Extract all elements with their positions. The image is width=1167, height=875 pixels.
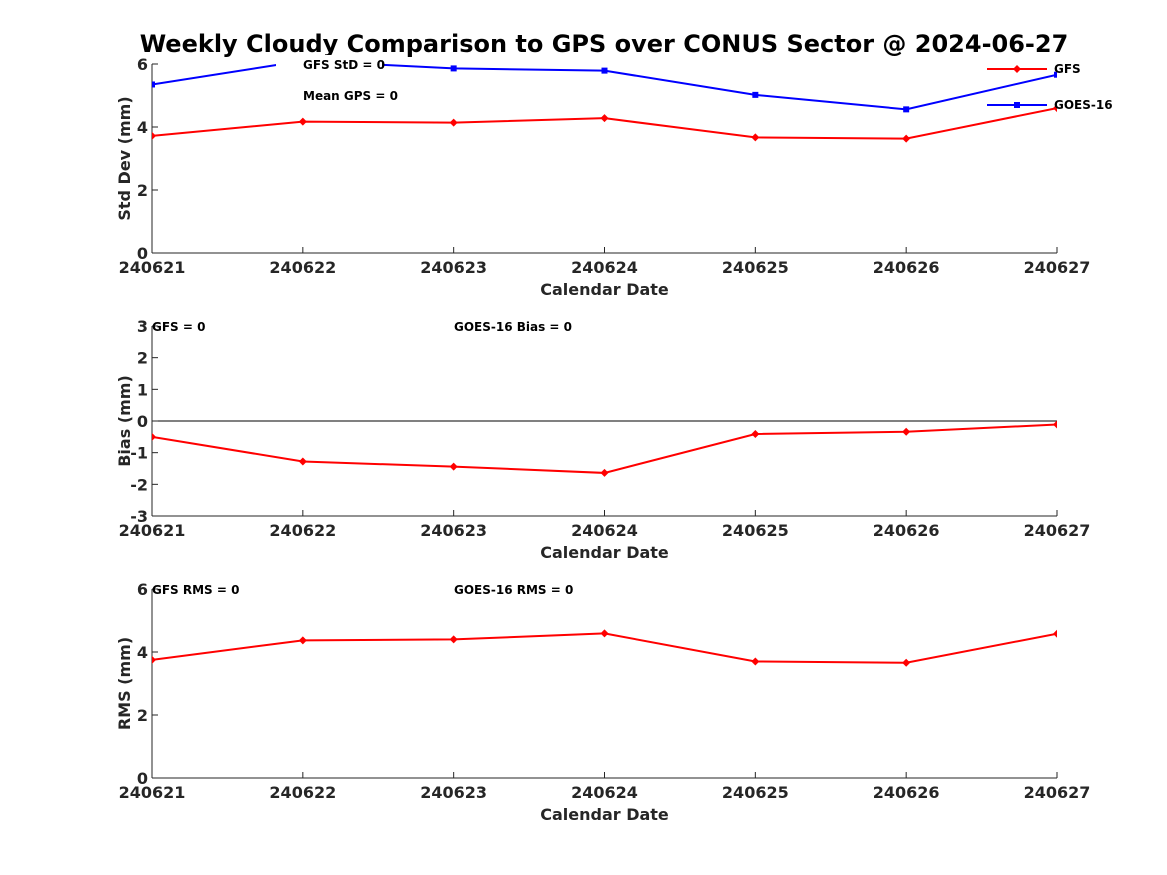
rms-ytick-label: 0 — [137, 769, 148, 788]
std-goes-16-point — [1054, 71, 1057, 78]
bias-gfs-point — [600, 468, 609, 477]
bias-ytick-label: -3 — [130, 507, 148, 526]
rms-xtick-label: 240623 — [420, 783, 487, 802]
bias-gfs-point — [902, 427, 911, 436]
bias-gfs-point — [298, 457, 307, 466]
rms-gfs-point — [152, 655, 156, 664]
std-ytick-label: 6 — [137, 55, 148, 74]
rms-xtick-label: 240625 — [722, 783, 789, 802]
rms-xtick-label: 240621 — [119, 783, 186, 802]
std-ytick-label: 2 — [137, 181, 148, 200]
std-ytick-label: 0 — [137, 244, 148, 263]
legend-marker — [1013, 65, 1021, 73]
rms-xtick-label: 240627 — [1024, 783, 1091, 802]
std-x-axis-label: Calendar Date — [540, 280, 669, 299]
bias-xtick-label: 240625 — [722, 521, 789, 540]
rms-y-axis-label: RMS (mm) — [115, 637, 134, 730]
std-goes-16-point — [903, 106, 910, 113]
std-xtick-label: 240625 — [722, 258, 789, 277]
std-goes-16-point — [152, 81, 155, 88]
std-y-axis-label: Std Dev (mm) — [115, 96, 134, 220]
bias-x-axis-label: Calendar Date — [540, 543, 669, 562]
rms-x-axis-label: Calendar Date — [540, 805, 669, 824]
std-legend: GFS StD = 0 GFS GOES-16 — [276, 55, 1113, 112]
bias-ytick-label: -2 — [130, 475, 148, 494]
bias-ytick-label: 2 — [137, 349, 148, 368]
std-panel: 0 2 4 6 240621 240622 240623 240624 240625 240626… — [115, 55, 1113, 299]
std-goes-16-point — [450, 65, 457, 72]
figure-title: Weekly Cloudy Comparison to GPS over CON… — [140, 30, 1069, 58]
std-annotation: GFS StD = 0 — [303, 58, 385, 72]
bias-gfs-point — [449, 462, 458, 471]
bias-gfs-point — [1053, 420, 1057, 429]
rms-ytick-label: 4 — [137, 643, 148, 662]
std-goes-16-point — [601, 67, 608, 74]
std-xtick-label: 240626 — [873, 258, 940, 277]
std-xtick-label: 240622 — [269, 258, 336, 277]
std-gfs-point — [600, 114, 609, 123]
rms-ytick-label: 2 — [137, 706, 148, 725]
bias-gfs-point — [751, 429, 760, 438]
bias-annotation: GOES-16 Bias = 0 — [454, 320, 572, 334]
rms-gfs-point — [1053, 629, 1057, 638]
rms-ytick-label: 6 — [137, 580, 148, 599]
std-ytick-label: 4 — [137, 118, 148, 137]
legend-marker — [1014, 102, 1020, 108]
std-xtick-label: 240624 — [571, 258, 638, 277]
rms-gfs-point — [600, 629, 609, 638]
rms-xtick-label: 240622 — [269, 783, 336, 802]
std-annotation: Mean GPS = 0 — [303, 89, 398, 103]
bias-annotation: GFS = 0 — [152, 320, 205, 334]
bias-ytick-label: 1 — [137, 380, 148, 399]
std-gfs-point — [751, 133, 760, 142]
bias-y-axis-label: Bias (mm) — [115, 375, 134, 467]
bias-panel: -3 -2 -1 0 1 2 3 240621 240622 240623 240624 240625… — [115, 317, 1090, 562]
bias-xtick-label: 240621 — [119, 521, 186, 540]
rms-xtick-label: 240624 — [571, 783, 638, 802]
std-gfs-point — [1053, 104, 1057, 113]
bias-gfs-line — [152, 423, 1057, 474]
legend-goes-16-label: GOES-16 — [1054, 98, 1113, 112]
rms-xtick-label: 240626 — [873, 783, 940, 802]
rms-annotation: GFS RMS = 0 — [152, 583, 239, 597]
rms-annotation: GOES-16 RMS = 0 — [454, 583, 573, 597]
rms-gfs-line — [152, 632, 1057, 664]
bias-xtick-label: 240623 — [420, 521, 487, 540]
bias-xtick-label: 240627 — [1024, 521, 1091, 540]
bias-xtick-label: 240622 — [269, 521, 336, 540]
rms-gfs-point — [449, 635, 458, 644]
bias-xtick-label: 240624 — [571, 521, 638, 540]
rms-panel: 0 2 4 6 240621 240622 240623 240624 240625 240626… — [115, 580, 1090, 824]
std-xtick-label: 240627 — [1024, 258, 1091, 277]
bias-gfs-point — [152, 432, 156, 441]
legend-gfs-label: GFS — [1054, 62, 1081, 76]
rms-gfs-point — [902, 658, 911, 667]
std-gfs-point — [298, 117, 307, 126]
rms-gfs-point — [751, 657, 760, 666]
rms-gfs-point — [298, 636, 307, 645]
bias-xtick-label: 240626 — [873, 521, 940, 540]
std-gfs-point — [152, 131, 156, 140]
bias-ytick-label: -1 — [130, 444, 148, 463]
std-gfs-point — [902, 134, 911, 143]
std-xtick-label: 240621 — [119, 258, 186, 277]
std-legend-mask — [276, 55, 382, 77]
std-gfs-line — [152, 107, 1057, 140]
std-gfs-point — [449, 118, 458, 127]
bias-ytick-label: 0 — [137, 412, 148, 431]
bias-ytick-label: 3 — [137, 317, 148, 336]
std-goes-16-point — [752, 91, 759, 98]
std-xtick-label: 240623 — [420, 258, 487, 277]
